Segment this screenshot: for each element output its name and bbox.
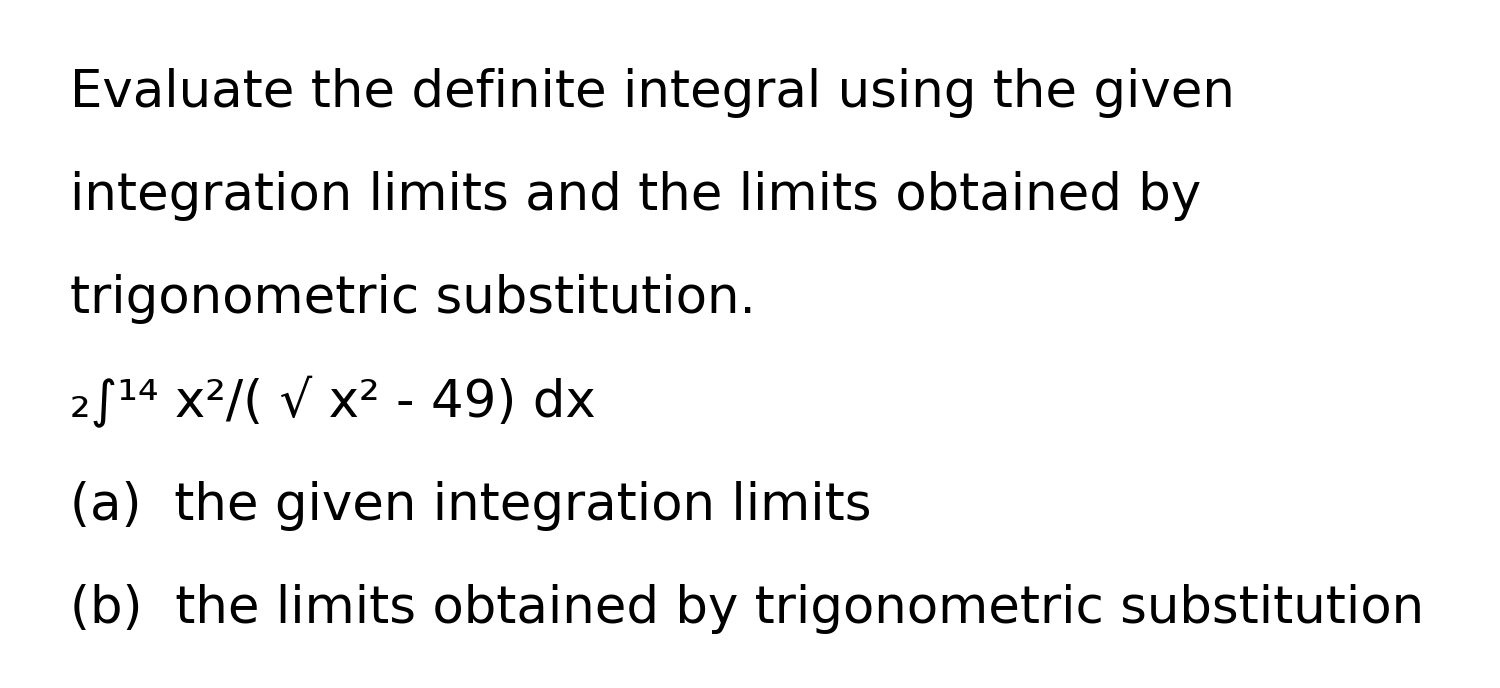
Text: (a)  the given integration limits: (a) the given integration limits: [70, 481, 871, 530]
Text: (b)  the limits obtained by trigonometric substitution: (b) the limits obtained by trigonometric…: [70, 584, 1425, 634]
Text: integration limits and the limits obtained by: integration limits and the limits obtain…: [70, 171, 1202, 221]
Text: trigonometric substitution.: trigonometric substitution.: [70, 275, 756, 324]
Text: ₂∫¹⁴ x²/( √ x² - 49) dx: ₂∫¹⁴ x²/( √ x² - 49) dx: [70, 376, 596, 429]
Text: Evaluate the definite integral using the given: Evaluate the definite integral using the…: [70, 68, 1236, 118]
